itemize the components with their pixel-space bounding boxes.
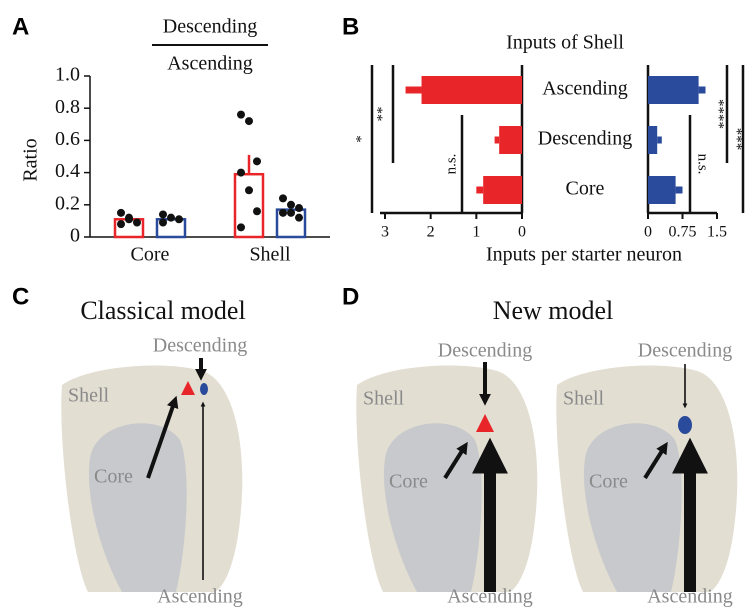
bar (648, 126, 657, 154)
classical-diagram: Classical model Descending Shell Core As… (61, 296, 247, 608)
category-label: Descending (538, 128, 632, 150)
bar (422, 76, 522, 104)
data-point (287, 201, 295, 209)
oval-neuron (678, 416, 692, 434)
data-point (279, 194, 287, 202)
data-point (159, 219, 167, 227)
bar (648, 176, 676, 204)
label: Descending (638, 340, 732, 362)
y-tick-label: 0.8 (55, 96, 80, 118)
label: Descending (438, 340, 532, 362)
x-tick-label: 2 (427, 224, 435, 241)
data-point (253, 157, 261, 165)
bar (483, 176, 522, 204)
bar (648, 76, 699, 104)
label: Ascending (157, 586, 243, 608)
significance-label: * (353, 135, 369, 143)
y-axis-label: Ratio (20, 138, 42, 181)
x-tick-label: Core (131, 244, 170, 266)
significance-label: n.s. (695, 154, 711, 175)
label: Descending (153, 335, 247, 357)
data-point (245, 186, 253, 194)
y-tick-label: 0.4 (55, 160, 80, 182)
panel-label: A (12, 13, 29, 40)
data-point (125, 214, 133, 222)
data-point (253, 207, 261, 215)
figure: A B C D Classical model Descending Shell… (0, 0, 751, 611)
x-tick-label: 0.75 (669, 224, 697, 241)
charts: Descending Ascending Ratio 0 0.2 0.4 0.6 0.8 1.0… (20, 16, 745, 266)
category-label: Core (566, 178, 605, 200)
data-point (133, 219, 141, 227)
chart-title: Ascending (167, 53, 253, 75)
data-point (237, 223, 245, 231)
x-tick-label: 0 (518, 224, 526, 241)
x-axis-label: Inputs per starter neuron (486, 244, 682, 266)
significance-label: *** (729, 128, 745, 151)
panel-label: C (12, 283, 29, 310)
new-diagram-left: Descending Shell Core Ascending (356, 340, 537, 608)
new-diagram-right: Descending Shell Core Ascending (556, 340, 737, 608)
chart-title: Inputs of Shell (506, 32, 624, 54)
label: Shell (563, 388, 605, 410)
data-point (117, 220, 125, 228)
diagram-title: Classical model (80, 296, 245, 325)
data-point (167, 214, 175, 222)
x-tick-label: 3 (381, 224, 389, 241)
label: Core (94, 466, 133, 488)
y-tick-label: 0.6 (55, 128, 80, 150)
panel-label: D (342, 283, 359, 310)
label: Core (389, 471, 428, 493)
data-point (237, 169, 245, 177)
significance-label: n.s. (443, 154, 459, 175)
significance-label: **** (711, 99, 727, 129)
label: Shell (68, 385, 110, 407)
x-tick-label: 0 (644, 224, 652, 241)
significance-label: ** (374, 107, 390, 122)
category-label: Ascending (542, 78, 628, 100)
chart-title: Descending (163, 16, 257, 38)
x-tick-label: Shell (249, 244, 291, 266)
label: Ascending (647, 586, 733, 608)
x-tick-label: 1 (472, 224, 480, 241)
data-point (287, 209, 295, 217)
diagram-title: New model (493, 296, 614, 325)
data-point (175, 215, 183, 223)
label: Shell (363, 388, 405, 410)
y-tick-label: 0 (70, 225, 80, 247)
data-point (245, 117, 253, 125)
panel-label: B (342, 13, 359, 40)
data-point (159, 210, 167, 218)
data-point (295, 214, 303, 222)
bar (499, 126, 522, 154)
data-point (279, 209, 287, 217)
label: Ascending (447, 586, 533, 608)
data-point (117, 209, 125, 217)
x-tick-label: 1.5 (707, 224, 727, 241)
data-point (295, 204, 303, 212)
label: Core (589, 471, 628, 493)
oval-neuron (200, 383, 208, 395)
data-point (237, 111, 245, 119)
y-tick-label: 1.0 (55, 64, 80, 86)
y-tick-label: 0.2 (55, 192, 80, 214)
